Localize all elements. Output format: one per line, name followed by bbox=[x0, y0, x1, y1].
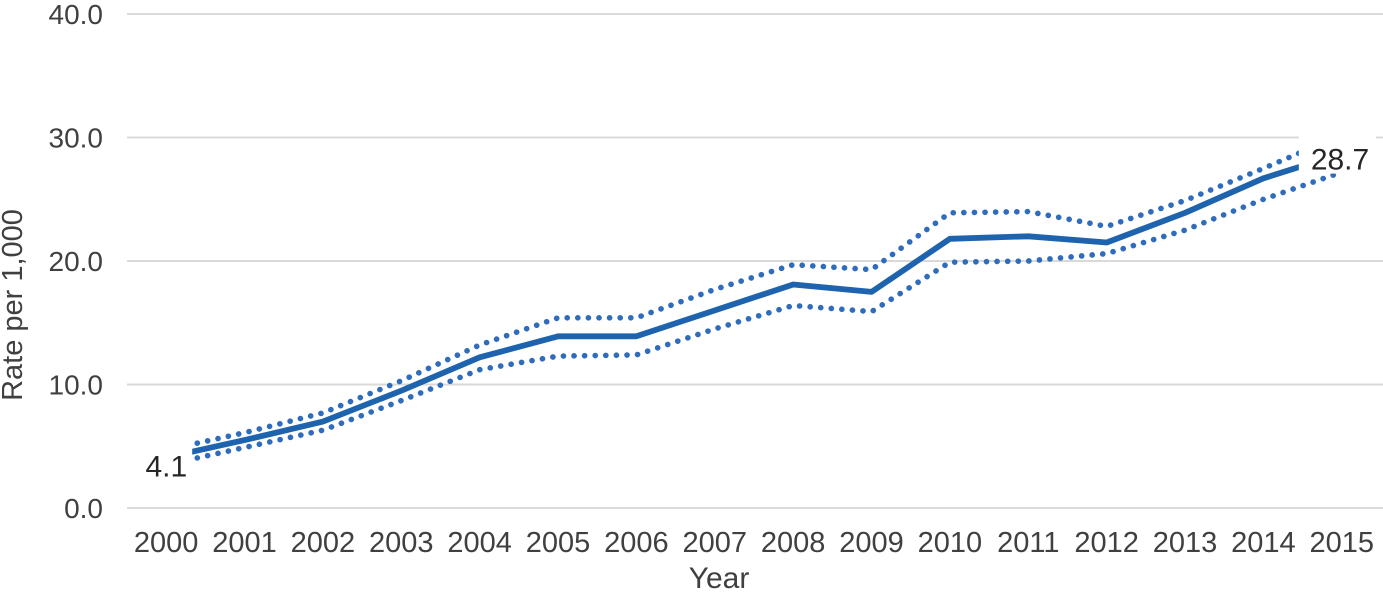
upper-ci-line bbox=[163, 132, 1345, 453]
start-value-label: 4.1 bbox=[145, 450, 187, 483]
x-axis-title: Year bbox=[689, 562, 750, 594]
x-tick-label: 2004 bbox=[447, 527, 512, 559]
x-tick-label: 2014 bbox=[1231, 527, 1296, 559]
x-tick-label: 2015 bbox=[1310, 527, 1375, 559]
x-tick-label: 2003 bbox=[369, 527, 434, 559]
y-tick-label: 0.0 bbox=[64, 493, 103, 524]
rate-line bbox=[163, 150, 1345, 461]
y-tick-label: 40.0 bbox=[49, 0, 104, 30]
x-tick-label: 2008 bbox=[761, 527, 826, 559]
end-label-box bbox=[1298, 128, 1376, 174]
end-value-label: 28.7 bbox=[1311, 144, 1369, 177]
y-tick-label: 20.0 bbox=[49, 246, 104, 277]
x-tick-label: 2001 bbox=[212, 527, 277, 559]
start-label-box bbox=[136, 441, 193, 484]
y-axis-title: Rate per 1,000 bbox=[0, 209, 29, 401]
x-tick-label: 2000 bbox=[134, 527, 199, 559]
x-tick-label: 2010 bbox=[918, 527, 983, 559]
x-tick-label: 2011 bbox=[997, 527, 1059, 559]
x-tick-label: 2013 bbox=[1153, 527, 1218, 559]
y-tick-label: 10.0 bbox=[49, 370, 104, 401]
x-tick-label: 2007 bbox=[683, 527, 748, 559]
y-tick-label: 30.0 bbox=[49, 123, 104, 154]
x-tick-label: 2006 bbox=[604, 527, 669, 559]
lower-ci-line bbox=[163, 169, 1345, 468]
x-tick-label: 2002 bbox=[291, 527, 356, 559]
x-tick-label: 2009 bbox=[839, 527, 904, 559]
x-tick-label: 2012 bbox=[1074, 527, 1139, 559]
x-tick-label: 2005 bbox=[526, 527, 591, 559]
